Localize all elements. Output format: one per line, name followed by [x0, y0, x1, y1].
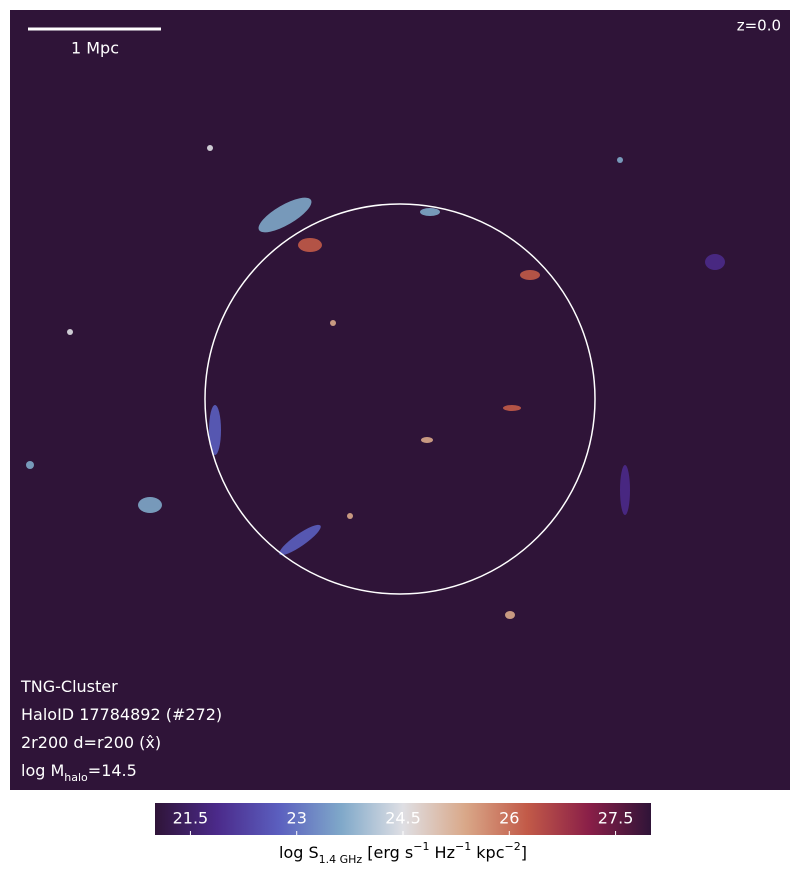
text-part: ) [155, 733, 161, 752]
colorbar-tick-label: 24.5 [385, 809, 421, 828]
emission-blobs [26, 145, 725, 619]
text-part: =14.5 [88, 761, 137, 780]
map-background [10, 10, 790, 790]
text-part: −1 [413, 840, 429, 853]
text-part: x̂ [145, 733, 154, 752]
info-line: HaloID 17784892 (#272) [21, 705, 222, 724]
info-line: 2r200 d=r200 (x̂) [21, 733, 161, 752]
scale-bar-label: 1 Mpc [71, 39, 119, 58]
text-part: 2r200 d=r200 ( [21, 733, 145, 752]
text-part: [erg s [362, 843, 413, 862]
text-part: HaloID 17784892 (#272) [21, 705, 222, 724]
colorbar-tick-label: 23 [287, 809, 307, 828]
text-part: Hz [429, 843, 455, 862]
r200-circle [204, 203, 596, 595]
text-part: ] [521, 843, 527, 862]
text-part: halo [64, 771, 88, 784]
info-line: log Mhalo=14.5 [21, 761, 137, 784]
colorbar-tick-label: 27.5 [598, 809, 634, 828]
colorbar-tick-label: 26 [499, 809, 519, 828]
text-part: −2 [505, 840, 521, 853]
text-part: log S [279, 843, 319, 862]
info-block: TNG-Cluster HaloID 17784892 (#272) 2r200 d… [20, 677, 222, 784]
colorbar-label: log S1.4 GHz [erg s−1 Hz−1 kpc−2] [279, 840, 527, 866]
text-part: 1.4 GHz [319, 853, 363, 866]
info-line: TNG-Cluster [20, 677, 118, 696]
redshift-label: z=0.0 [737, 17, 781, 35]
text-part: TNG-Cluster [20, 677, 118, 696]
text-part: kpc [471, 843, 504, 862]
colorbar-gradient [155, 803, 651, 835]
colorbar-tick-label: 21.5 [173, 809, 209, 828]
text-part: log M [21, 761, 64, 780]
text-part: −1 [455, 840, 471, 853]
